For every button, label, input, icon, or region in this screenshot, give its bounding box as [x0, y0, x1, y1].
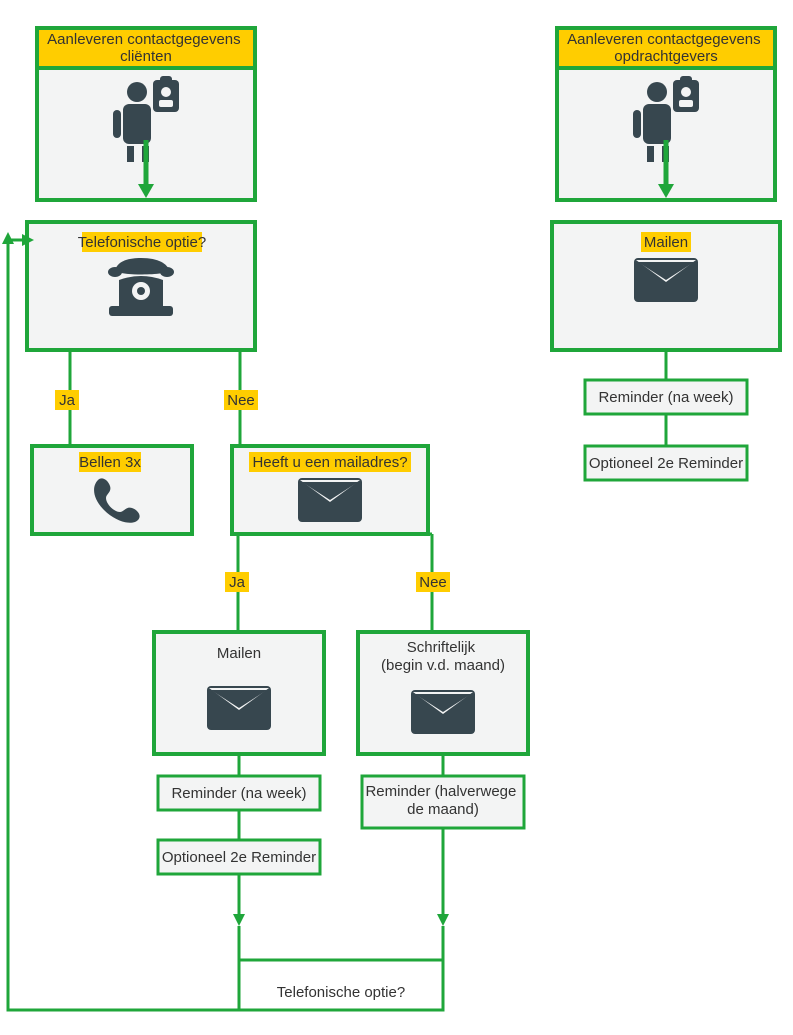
envelope-icon-mailen-left — [207, 686, 271, 730]
node-mailen-right: Mailen — [552, 222, 780, 350]
label-ja-2: Ja — [229, 574, 246, 591]
label-mailen-right: Mailen — [644, 234, 688, 251]
label-telefonische-optie-bottom: Telefonische optie? — [277, 984, 405, 1001]
node-schriftelijk: Schriftelijk (begin v.d. maand) — [358, 632, 528, 754]
label-mailen-left: Mailen — [217, 645, 261, 662]
node-optioneel-2e-left: Optioneel 2e Reminder — [158, 840, 320, 874]
label-optioneel-2e-right: Optioneel 2e Reminder — [589, 455, 743, 472]
node-mailen-left: Mailen — [154, 632, 324, 754]
label-optioneel-2e-left: Optioneel 2e Reminder — [162, 849, 316, 866]
node-heeft-mailadres: Heeft u een mailadres? — [232, 446, 428, 534]
label-telefonische-optie: Telefonische optie? — [78, 234, 206, 251]
envelope-icon-schriftelijk — [411, 690, 475, 734]
node-telefonische-optie: Telefonische optie? — [27, 222, 255, 350]
label-ja-1: Ja — [59, 392, 76, 409]
node-bellen-3x: Bellen 3x — [32, 446, 192, 534]
node-reminder-week-right: Reminder (na week) — [585, 380, 747, 414]
node-reminder-halverwege: Reminder (halverwege de maand) — [362, 776, 524, 828]
label-nee-2: Nee — [419, 574, 447, 591]
node-aanleveren-opdrachtgevers: Aanleveren contactgegevens opdrachtgever… — [557, 28, 775, 200]
label-nee-1: Nee — [227, 392, 255, 409]
node-optioneel-2e-right: Optioneel 2e Reminder — [585, 446, 747, 480]
envelope-icon-heeft — [298, 478, 362, 522]
label-heeft-mail: Heeft u een mailadres? — [252, 454, 407, 471]
label-reminder-week-right: Reminder (na week) — [598, 389, 733, 406]
node-reminder-week-left: Reminder (na week) — [158, 776, 320, 810]
envelope-icon-right — [634, 258, 698, 302]
label-reminder-week-left: Reminder (na week) — [171, 785, 306, 802]
node-aanleveren-clienten: Aanleveren contactgegevens cliënten — [37, 28, 255, 200]
label-bellen: Bellen 3x — [79, 454, 141, 471]
